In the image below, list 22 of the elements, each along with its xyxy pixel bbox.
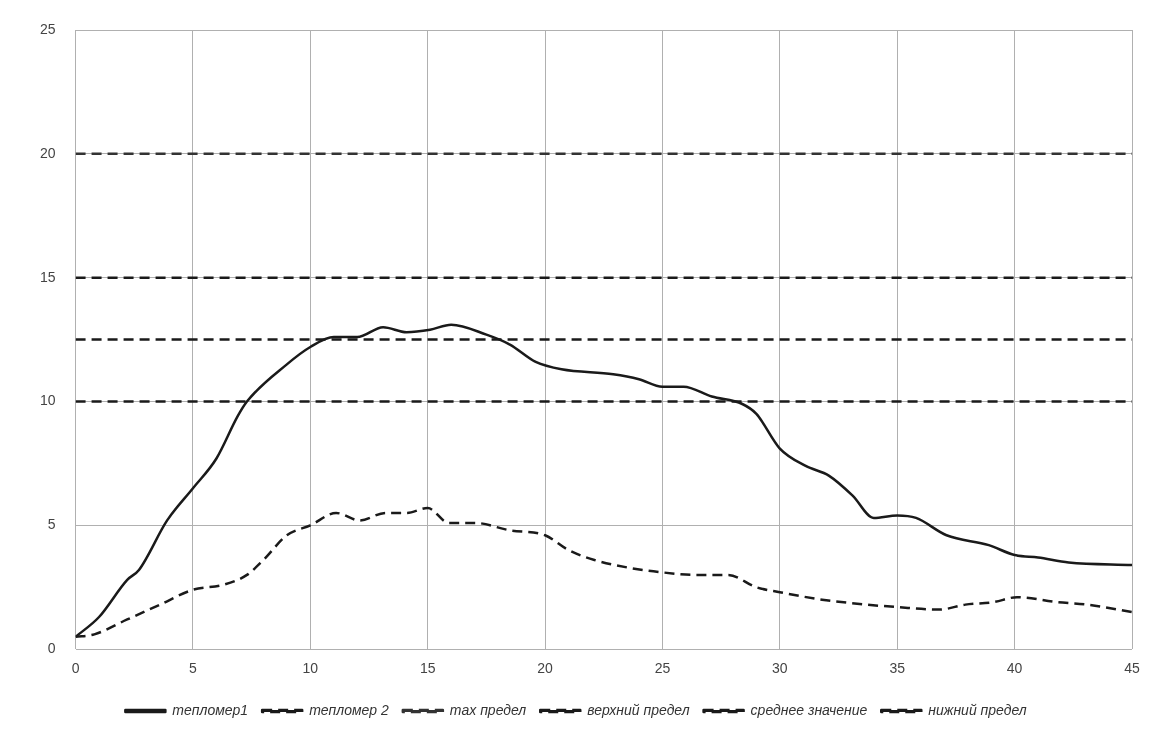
legend-label: нижний предел — [928, 701, 1027, 718]
x-tick-label: 0 — [71, 660, 80, 677]
legend-label: тепломер1 — [172, 701, 249, 718]
y-tick-label: 5 — [47, 516, 56, 533]
x-tick-label: 30 — [772, 660, 788, 677]
y-tick-label: 20 — [39, 144, 56, 161]
x-tick-label: 15 — [419, 660, 436, 677]
legend-label: тепломер 2 — [309, 701, 390, 718]
legend-label: среднее значение — [750, 701, 868, 718]
x-tick-label: 45 — [1124, 660, 1140, 677]
x-tick-label: 10 — [302, 660, 319, 677]
x-tick-label: 5 — [189, 660, 198, 677]
x-tick-label: 20 — [537, 660, 554, 677]
y-tick-label: 25 — [39, 20, 56, 37]
y-tick-label: 15 — [39, 268, 56, 285]
x-tick-label: 25 — [654, 660, 671, 677]
x-tick-label: 40 — [1006, 660, 1023, 677]
y-tick-label: 10 — [39, 392, 56, 409]
legend-label: max предел — [449, 701, 527, 718]
legend-label: верхний предел — [587, 701, 690, 718]
y-tick-label: 0 — [47, 640, 56, 657]
x-tick-label: 35 — [889, 660, 906, 677]
